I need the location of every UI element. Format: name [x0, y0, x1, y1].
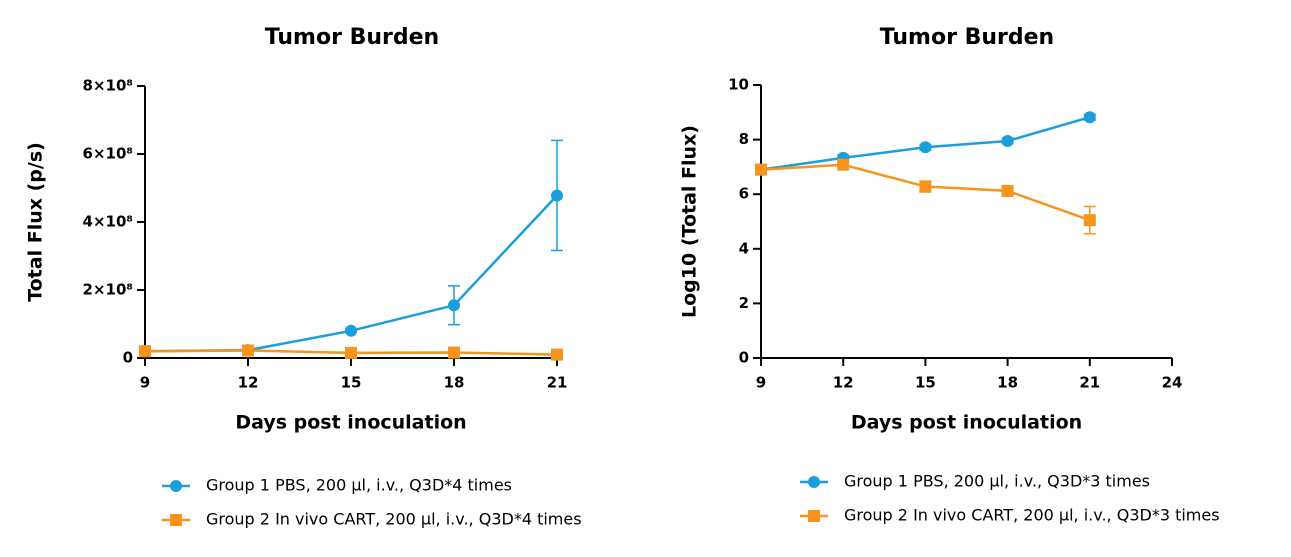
data-point	[551, 348, 563, 361]
x-axis-label: Days post inoculation	[851, 412, 1082, 434]
y-tick-label: 0	[123, 349, 133, 367]
y-axis-label: Log10 (Total Flux)	[679, 125, 701, 318]
y-tick-label: 4	[739, 239, 749, 257]
x-tick-label: 18	[997, 374, 1018, 392]
y-tick-label: 2	[739, 294, 749, 312]
y-axis-label: Total Flux (p/s)	[25, 142, 47, 302]
x-tick-label: 21	[547, 374, 568, 392]
x-tick-label: 15	[341, 374, 362, 392]
legend-label: Group 1 PBS, 200 μl, i.v., Q3D*3 times	[844, 472, 1150, 491]
y-tick-label: 6×10⁸	[83, 145, 133, 163]
data-point	[837, 158, 850, 171]
x-tick-label: 18	[444, 374, 465, 392]
x-tick-label: 21	[1079, 374, 1100, 392]
y-tick-label: 8×10⁸	[83, 77, 133, 95]
y-tick-label: 6	[739, 185, 749, 203]
data-point	[1083, 111, 1096, 124]
data-point	[139, 345, 151, 358]
data-point	[919, 180, 932, 193]
legend-label: Group 2 In vivo CART, 200 μl, i.v., Q3D*…	[206, 510, 582, 529]
y-tick-label: 2×10⁸	[83, 281, 133, 299]
x-axis-label: Days post inoculation	[235, 412, 466, 434]
legend-marker	[170, 480, 182, 492]
data-point	[1001, 184, 1014, 197]
x-tick-label: 12	[833, 374, 854, 392]
data-point	[345, 346, 357, 359]
data-point	[345, 324, 357, 337]
y-tick-label: 8	[739, 130, 749, 148]
data-point	[1083, 214, 1096, 227]
data-point	[242, 344, 254, 357]
y-tick-label: 0	[739, 349, 749, 367]
y-tick-label: 10	[728, 76, 749, 94]
x-tick-label: 15	[915, 374, 936, 392]
x-tick-label: 9	[756, 374, 766, 392]
data-point	[448, 346, 460, 359]
data-point	[755, 163, 767, 176]
x-tick-label: 24	[1162, 374, 1183, 392]
legend-marker	[808, 510, 820, 522]
data-point	[919, 141, 932, 154]
data-point	[1001, 134, 1014, 147]
legend-marker	[170, 514, 182, 526]
data-point	[551, 189, 563, 202]
data-point	[448, 299, 460, 312]
legend-label: Group 2 In vivo CART, 200 μl, i.v., Q3D*…	[844, 506, 1220, 525]
chart-title: Tumor Burden	[880, 25, 1054, 50]
x-tick-label: 9	[140, 374, 150, 392]
chart-title: Tumor Burden	[265, 25, 439, 50]
legend-label: Group 1 PBS, 200 μl, i.v., Q3D*4 times	[206, 476, 512, 495]
legend-marker	[808, 476, 820, 488]
y-tick-label: 4×10⁸	[83, 213, 133, 231]
x-tick-label: 12	[238, 374, 259, 392]
